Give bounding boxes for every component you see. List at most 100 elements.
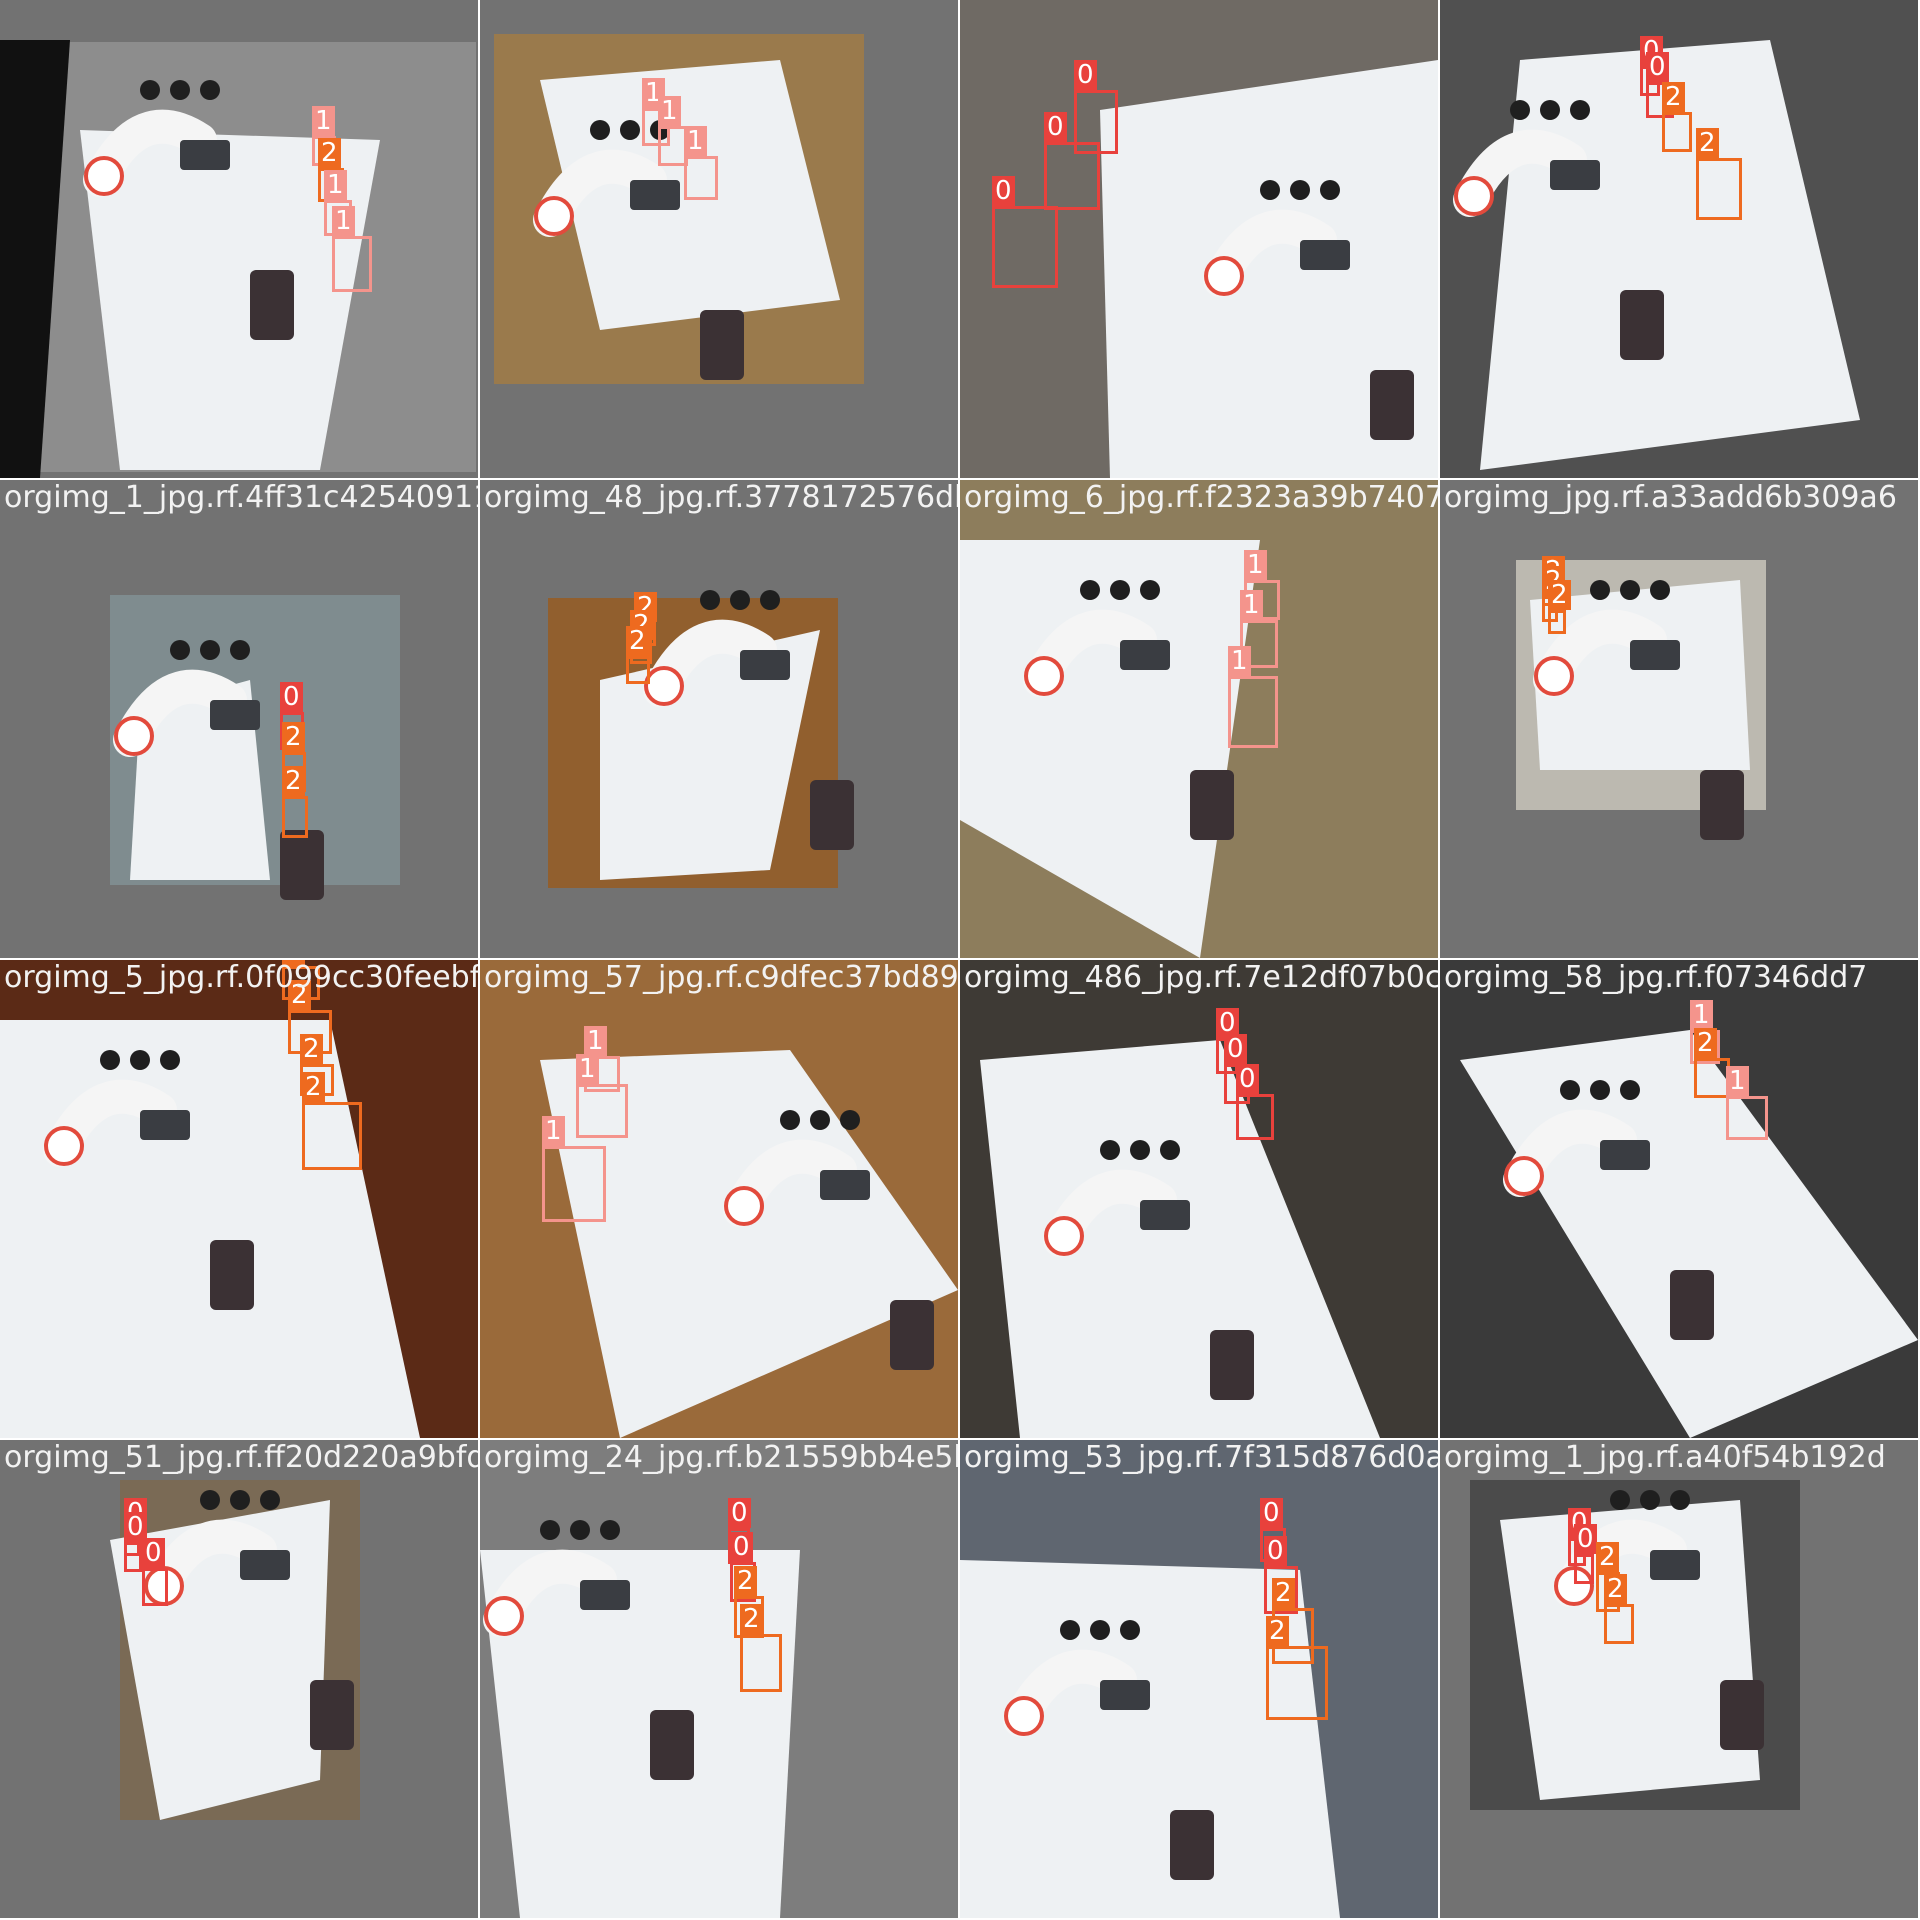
cup-holder: [100, 1050, 120, 1070]
cup-holder: [260, 1490, 280, 1510]
cup-holder: [140, 80, 160, 100]
robot-gripper: [740, 650, 790, 680]
table-surface: [480, 1550, 800, 1918]
scene-photo: [1440, 0, 1918, 478]
mosaic-tile: 111orgimg_57_jpg.rf.c9dfec37bd89aef4e36e…: [480, 960, 958, 1438]
kettle: [890, 1300, 934, 1370]
scene-photo: [494, 34, 864, 384]
detection-box: [542, 1146, 606, 1222]
detection-box: [302, 1102, 362, 1170]
class-label: 0: [1074, 60, 1097, 90]
robot-joint: [644, 666, 684, 706]
mosaic-tile: 1 2 1 orgimg_58_jpg.rf.f07346dd7: [1440, 960, 1918, 1438]
cup-holder: [170, 80, 190, 100]
cup-holder: [1640, 1490, 1660, 1510]
robot-joint: [1204, 256, 1244, 296]
class-label: 1: [1228, 646, 1251, 676]
scene-photo: [960, 0, 1438, 478]
cup-holder: [1650, 580, 1670, 600]
class-label: 1: [1240, 590, 1263, 620]
detection-box: [124, 1542, 142, 1572]
robot-gripper: [1120, 640, 1170, 670]
class-label: 0: [730, 1532, 753, 1562]
robot-joint: [114, 716, 154, 756]
class-label: 0: [992, 176, 1015, 206]
cup-holder: [200, 640, 220, 660]
robot-joint: [44, 1126, 84, 1166]
mosaic-tile: 022orgimg_1_jpg.rf.4ff31c425409110dd7f69…: [0, 480, 478, 958]
scene-photo: [1470, 1480, 1800, 1810]
class-label: 2: [734, 1566, 757, 1596]
mosaic-tile: 0022orgimg_24_jpg.rf.b21559bb4e5be95f303…: [480, 1440, 958, 1918]
detection-box: [332, 236, 372, 292]
robot-joint: [1024, 656, 1064, 696]
detection-box: [1726, 1096, 1768, 1140]
detection-box: [1240, 620, 1278, 668]
table-surface: [980, 1040, 1380, 1438]
cup-holder: [1620, 580, 1640, 600]
cup-holder: [1130, 1140, 1150, 1160]
robot-joint: [1004, 1696, 1044, 1736]
cup-holder: [1560, 1080, 1580, 1100]
robot-gripper: [210, 700, 260, 730]
cup-holder: [1260, 180, 1280, 200]
scene-photo: [960, 480, 1438, 958]
cup-holder: [1670, 1490, 1690, 1510]
class-label: 2: [1596, 1542, 1619, 1572]
table-surface: [0, 1020, 420, 1438]
cup-holder: [1090, 1620, 1110, 1640]
class-label: 0: [1216, 1008, 1239, 1038]
class-label: 2: [282, 960, 305, 966]
robot-gripper: [140, 1110, 190, 1140]
detection-box: [992, 206, 1058, 288]
detection-box: [1662, 112, 1692, 152]
cup-holder: [760, 590, 780, 610]
detection-box: [282, 796, 308, 838]
robot-gripper: [1100, 1680, 1150, 1710]
kettle: [1700, 770, 1744, 840]
cup-holder: [1590, 1080, 1610, 1100]
cup-holder: [1110, 580, 1130, 600]
cup-holder: [130, 1050, 150, 1070]
robot-gripper: [820, 1170, 870, 1200]
detection-box: [1074, 90, 1118, 154]
scene-photo: [1440, 960, 1918, 1438]
robot-joint: [534, 196, 574, 236]
class-label: 0: [1260, 1498, 1283, 1528]
detection-box: [142, 1568, 168, 1606]
kettle: [1620, 290, 1664, 360]
class-label: 2: [1272, 1578, 1295, 1608]
kettle: [280, 830, 324, 900]
class-label: 1: [1726, 1066, 1749, 1096]
cup-holder: [170, 640, 190, 660]
cup-holder: [1080, 580, 1100, 600]
robot-joint: [1504, 1156, 1544, 1196]
robot-gripper: [240, 1550, 290, 1580]
cup-holder: [620, 120, 640, 140]
class-label: 2: [282, 722, 305, 752]
robot-joint: [1044, 1216, 1084, 1256]
class-label: 1: [332, 206, 355, 236]
cup-holder: [840, 1110, 860, 1130]
class-label: 2: [1694, 1028, 1717, 1058]
class-label: 1: [584, 1026, 607, 1056]
detection-box: [1264, 1566, 1298, 1614]
detection-box: [1548, 610, 1566, 634]
cup-holder: [160, 1050, 180, 1070]
class-label: 2: [740, 1604, 763, 1634]
class-label: 2: [1548, 580, 1571, 610]
detection-box: [576, 1084, 628, 1138]
kettle: [650, 1710, 694, 1780]
class-label: 2: [302, 1072, 325, 1102]
kettle: [310, 1680, 354, 1750]
kettle: [700, 310, 744, 380]
mosaic-tile: 000orgimg_486_jpg.rf.7e12df07b0c1126d58d…: [960, 960, 1438, 1438]
kettle: [810, 780, 854, 850]
cup-holder: [1060, 1620, 1080, 1640]
class-label: 0: [124, 1512, 147, 1542]
robot-gripper: [1550, 160, 1600, 190]
scene-photo: [110, 1480, 360, 1820]
